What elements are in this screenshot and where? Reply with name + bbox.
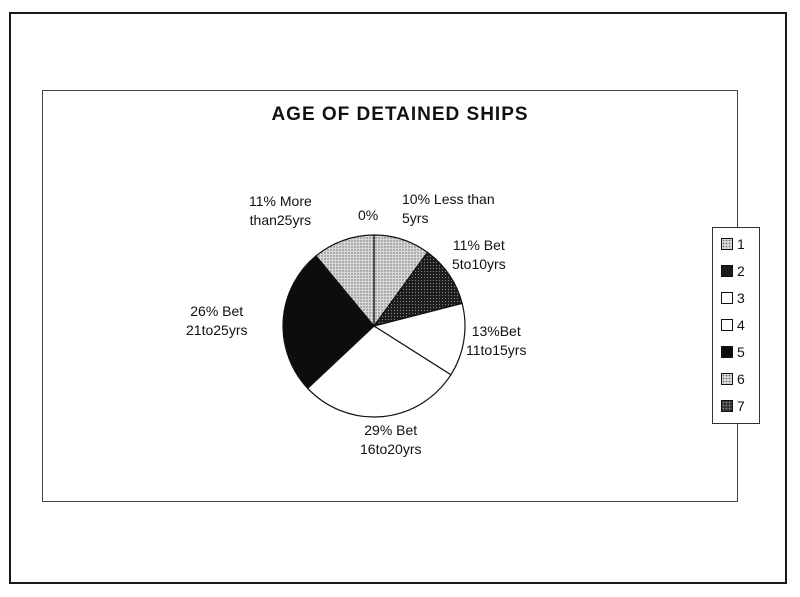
legend-swatch bbox=[721, 265, 733, 277]
outer-frame bbox=[9, 12, 787, 584]
slice-label-16to20yrs: 29% Bet 16to20yrs bbox=[360, 422, 422, 457]
legend-label: 1 bbox=[737, 236, 745, 252]
pie-slice-3 bbox=[306, 325, 452, 418]
legend-label: 6 bbox=[737, 371, 745, 387]
legend: 1 2 3 4 5 6 7 bbox=[712, 227, 760, 424]
slice-label-11to15yrs: 13%Bet 11to15yrs bbox=[466, 323, 527, 358]
legend-label: 5 bbox=[737, 344, 745, 360]
slice-label-5to10yrs: 11% Bet 5to10yrs bbox=[452, 237, 506, 272]
pie-slice-4 bbox=[282, 255, 375, 390]
legend-item: 7 bbox=[721, 398, 745, 414]
pie-slice-2 bbox=[372, 302, 466, 376]
legend-item: 4 bbox=[721, 317, 745, 333]
slice-label-more-than-25yrs: 11% More than25yrs bbox=[249, 193, 312, 228]
legend-item: 3 bbox=[721, 290, 745, 306]
legend-label: 7 bbox=[737, 398, 745, 414]
chart-title: AGE OF DETAINED SHIPS bbox=[271, 104, 529, 125]
legend-swatch bbox=[721, 238, 733, 250]
legend-swatch bbox=[721, 319, 733, 331]
legend-label: 2 bbox=[737, 263, 745, 279]
slice-label-less-than-5yrs: 10% Less than 5yrs bbox=[402, 191, 495, 226]
pie-slices bbox=[282, 234, 466, 418]
slice-label-21to25yrs: 26% Bet 21to25yrs bbox=[186, 303, 248, 338]
legend-item: 1 bbox=[721, 236, 745, 252]
legend-label: 3 bbox=[737, 290, 745, 306]
legend-label: 4 bbox=[737, 317, 745, 333]
slice-label-zero: 0% bbox=[358, 207, 379, 223]
legend-swatch bbox=[721, 400, 733, 412]
legend-item: 6 bbox=[721, 371, 745, 387]
legend-item: 2 bbox=[721, 263, 745, 279]
legend-swatch bbox=[721, 346, 733, 358]
legend-swatch bbox=[721, 373, 733, 385]
legend-swatch bbox=[721, 292, 733, 304]
legend-item: 5 bbox=[721, 344, 745, 360]
